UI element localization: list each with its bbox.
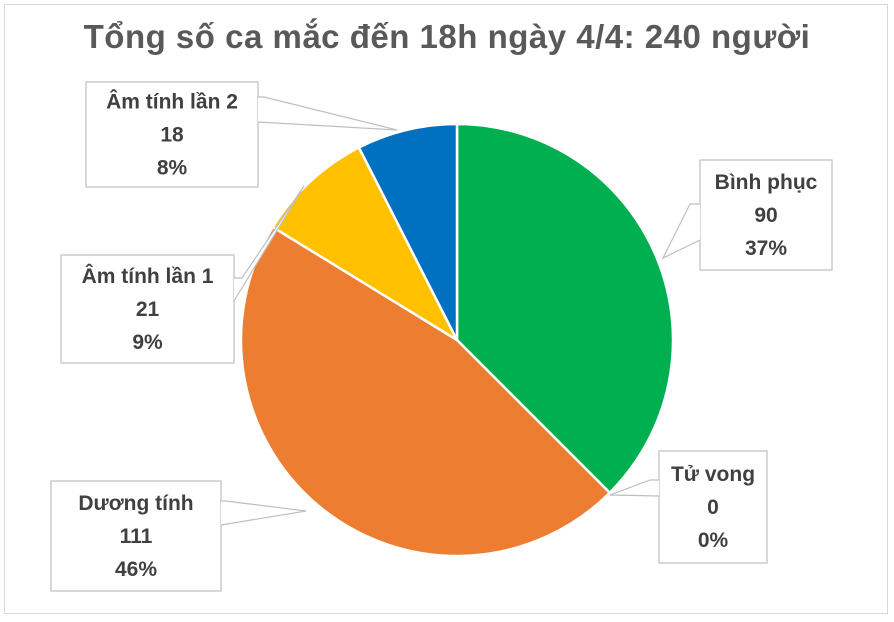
callout-0: Bình phục 90 37%	[661, 159, 833, 271]
callout-name-1: Tử vong	[671, 463, 755, 486]
callout-value-0: 90	[754, 204, 777, 227]
callout-value-3: 21	[136, 298, 160, 321]
callout-box-1	[658, 450, 768, 564]
callout-1: Tử vong 0 0%	[609, 450, 768, 564]
callout-pointer-4	[257, 96, 398, 131]
callout-name-4: Âm tính lần 2	[106, 90, 238, 114]
callout-name-0: Bình phục	[715, 171, 818, 194]
callout-value-2: 111	[120, 525, 153, 548]
callout-pointer-2	[220, 500, 307, 526]
chart-title: Tổng số ca mắc đến 18h ngày 4/4: 240 ngư…	[83, 18, 811, 55]
callout-box-4	[85, 81, 259, 188]
pie-slice-4	[357, 122, 459, 341]
callout-percent-0: 37%	[745, 237, 787, 260]
callout-name-3: Âm tính lần 1	[82, 264, 214, 288]
chart-frame	[4, 4, 888, 614]
callout-value-4: 18	[160, 124, 184, 147]
callout-pointer-3	[233, 185, 305, 302]
pie-slice-2	[239, 225, 612, 558]
callout-value-1: 0	[707, 496, 719, 519]
callout-box-0	[699, 159, 833, 271]
callout-percent-4: 8%	[157, 157, 188, 180]
callout-name-2: Dương tính	[78, 492, 193, 515]
callout-percent-1: 0%	[698, 529, 729, 552]
callout-4: Âm tính lần 2 18 8%	[85, 81, 398, 188]
callout-pointer-1	[609, 479, 660, 497]
callout-percent-3: 9%	[132, 331, 163, 354]
callout-percent-2: 46%	[115, 558, 157, 581]
callout-pointer-0	[661, 203, 701, 260]
callout-3: Âm tính lần 1 21 9%	[60, 185, 305, 364]
pie-slice-0	[455, 122, 675, 495]
callout-box-2	[50, 480, 222, 592]
callout-2: Dương tính 111 46%	[50, 480, 307, 592]
callout-box-3	[60, 254, 235, 364]
pie-slice-3	[271, 145, 461, 344]
